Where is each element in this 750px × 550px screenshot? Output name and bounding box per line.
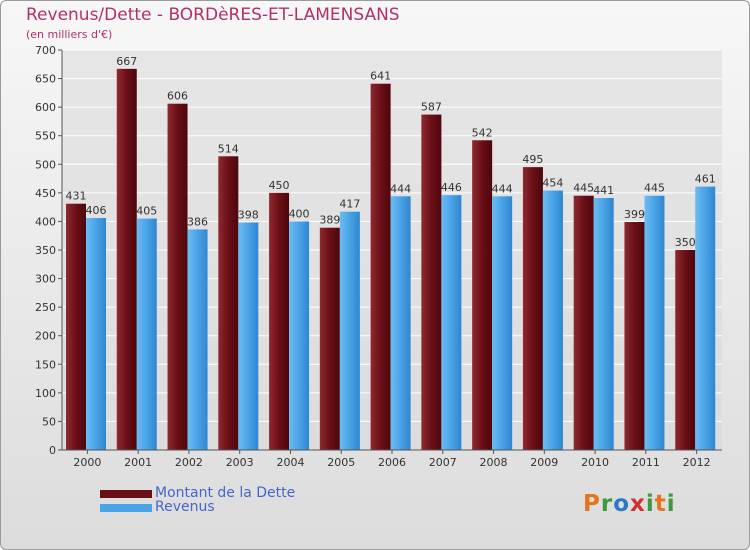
chart-subtitle: (en milliers d'€) [26,28,113,41]
revenus-bar-value-label: 445 [644,182,665,195]
revenus-bar [238,222,259,450]
revenus-bar [390,196,411,450]
logo-letter: i [666,491,676,517]
x-tick-label: 2012 [683,456,711,469]
y-tick-label: 250 [35,301,56,314]
revenus-bar [187,229,208,450]
x-tick-label: 2010 [581,456,609,469]
debt-bar [319,227,340,450]
debt-bar-value-label: 514 [218,142,239,155]
debt-bar-value-label: 399 [624,208,645,221]
y-tick-label: 50 [42,415,56,428]
debt-bar-value-label: 587 [421,101,442,114]
debt-bar-value-label: 495 [522,153,543,166]
debt-bar [66,203,86,450]
revenus-bar-value-label: 417 [339,198,360,211]
legend-swatch-revenus [100,504,152,512]
revenus-bar [542,190,563,451]
debt-bar-value-label: 542 [472,126,493,139]
legend-swatch-debt [100,490,152,498]
x-tick-label: 2001 [124,456,152,469]
logo-letter: x [630,491,646,517]
y-tick-label: 600 [35,101,56,114]
revenus-bar [695,186,716,451]
legend-label-revenus: Revenus [155,499,215,515]
debt-bar-value-label: 667 [116,55,137,68]
revenus-bar [644,195,665,450]
y-tick-label: 650 [35,73,56,86]
x-tick-label: 2005 [327,456,355,469]
debt-bar [675,250,696,450]
debt-bar-value-label: 350 [675,236,696,249]
revenus-bar [86,218,106,450]
x-tick-label: 2003 [226,456,254,469]
x-tick-label: 2002 [175,456,203,469]
debt-bar [167,103,188,450]
revenus-bar [441,195,462,450]
y-tick-label: 300 [35,273,56,286]
y-tick-label: 150 [35,358,56,371]
y-tick-label: 350 [35,244,56,257]
debt-bar [218,156,239,451]
chart-title: Revenus/Dette - BORDèRES-ET-LAMENSANS [26,5,400,25]
x-tick-label: 2006 [378,456,406,469]
revenus-bar-value-label: 446 [441,181,462,194]
x-tick-label: 2008 [480,456,508,469]
logo-letter: i [645,491,655,517]
x-tick-label: 2009 [530,456,558,469]
debt-bar-value-label: 445 [573,182,594,195]
debt-bar [573,195,594,450]
debt-bar-value-label: 389 [319,214,340,227]
x-tick-label: 2004 [276,456,304,469]
y-tick-label: 400 [35,215,56,228]
x-tick-label: 2007 [429,456,457,469]
logo-letter: r [600,491,614,517]
revenus-bar-value-label: 444 [492,182,513,195]
logo-letter: o [613,491,631,517]
y-tick-label: 100 [35,387,56,400]
revenus-bar-value-label: 386 [187,215,208,228]
revenus-bar-value-label: 461 [695,173,716,186]
revenus-bar-value-label: 398 [238,209,259,222]
debt-bar [370,83,391,450]
logo-letter: t [654,491,667,517]
revenus-bar-value-label: 454 [542,177,563,190]
revenus-bar-value-label: 406 [86,204,107,217]
y-tick-label: 0 [49,444,56,457]
debt-bar [421,114,442,451]
debt-bar-value-label: 641 [370,70,391,83]
revenus-bar-value-label: 405 [136,205,157,218]
revenus-bar [339,211,360,450]
debt-bar [472,140,493,451]
legend-label-debt: Montant de la Dette [155,485,296,501]
revenus-bar [492,196,513,450]
proxiti-logo: Proxiti [583,491,676,517]
debt-bar [522,167,543,450]
y-tick-label: 700 [35,44,56,57]
x-tick-label: 2000 [73,456,101,469]
logo-letter: P [583,491,601,517]
revenus-bar-value-label: 441 [593,184,614,197]
debt-bar-value-label: 431 [66,190,87,203]
revenus-bar [136,218,157,450]
debt-bar-value-label: 606 [167,90,188,103]
y-tick-label: 450 [35,187,56,200]
debt-bar [624,222,645,450]
y-tick-label: 550 [35,130,56,143]
revenus-bar-value-label: 400 [289,207,310,220]
debt-bar [269,192,290,450]
y-tick-label: 500 [35,158,56,171]
debt-bar-value-label: 450 [269,179,290,192]
revenus-bar [289,221,310,450]
x-tick-label: 2011 [632,456,660,469]
revenus-bar-value-label: 444 [390,182,411,195]
debt-bar [116,68,137,450]
y-tick-label: 200 [35,330,56,343]
revenus-bar [593,198,614,450]
